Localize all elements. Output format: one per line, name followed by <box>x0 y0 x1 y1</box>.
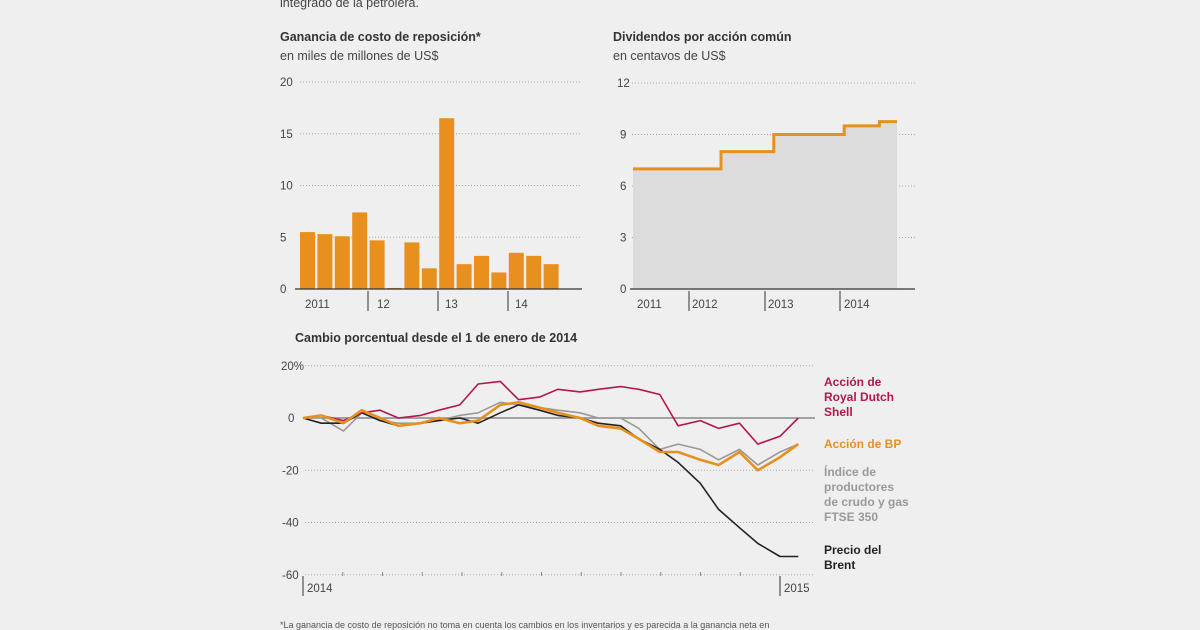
x-tick-label: 2014 <box>844 299 870 311</box>
legend-label: Shell <box>824 405 853 419</box>
bar <box>439 118 455 289</box>
legend-label: Royal Dutch <box>824 390 894 404</box>
y-tick-label: 0 <box>288 413 294 425</box>
y-tick-label: 20 <box>280 77 293 89</box>
y-tick-label: 0 <box>620 284 626 296</box>
bar <box>352 212 368 289</box>
dividend-chart: 0 3 6 9 12 2011 2012 2013 2014 <box>617 78 915 311</box>
bar <box>300 232 315 289</box>
bar-chart: 0 5 10 15 20 2011 12 13 14 <box>280 77 582 311</box>
x-tick-label: 2011 <box>637 299 662 311</box>
dividend-chart-subtitle: en centavos de US$ <box>613 49 726 63</box>
y-tick-label: 10 <box>280 181 293 193</box>
y-tick-label: -60 <box>282 570 299 582</box>
bar <box>543 264 559 289</box>
y-tick-label: 6 <box>620 181 626 193</box>
bar-chart-subtitle: en miles de millones de US$ <box>280 49 438 63</box>
dividend-line <box>633 120 897 171</box>
x-tick-label: 14 <box>515 299 528 311</box>
series-line <box>302 400 800 472</box>
y-tick-label: -40 <box>282 518 299 530</box>
x-tick-label: 12 <box>377 299 390 311</box>
legend-label: FTSE 350 <box>824 510 878 524</box>
legend-label: Acción de BP <box>824 437 901 451</box>
x-tick-label: 2015 <box>784 583 810 595</box>
y-tick-label: 12 <box>617 78 630 90</box>
bar-chart-title: Ganancia de costo de reposición* <box>280 30 481 44</box>
legend-label: productores <box>824 480 894 494</box>
y-tick-label: 3 <box>620 233 626 245</box>
footnote: *La ganancia de costo de reposición no t… <box>280 620 769 630</box>
legend-label: Precio del <box>824 543 881 557</box>
legend-label: de crudo y gas <box>824 495 909 509</box>
dividend-area <box>633 121 897 289</box>
x-tick-label: 2012 <box>692 299 718 311</box>
x-tick-label: 13 <box>445 299 458 311</box>
y-tick-label: 15 <box>280 129 293 141</box>
line-chart-title: Cambio porcentual desde el 1 de enero de… <box>295 331 577 345</box>
bar <box>404 242 420 289</box>
y-tick-label: -20 <box>282 465 299 477</box>
series-line <box>302 380 799 445</box>
y-tick-label: 9 <box>620 130 626 142</box>
bar <box>421 268 437 289</box>
bar <box>474 255 489 289</box>
bar <box>491 272 507 289</box>
legend-label: Índice de <box>824 464 876 479</box>
bar <box>334 236 350 289</box>
legend-label: Acción de <box>824 375 882 389</box>
x-tick-label: 2014 <box>307 583 333 595</box>
bar <box>526 255 542 289</box>
legend-label: Brent <box>824 558 855 572</box>
x-tick-label: 2013 <box>768 299 794 311</box>
y-tick-label: 20% <box>281 361 304 373</box>
bar <box>508 252 524 289</box>
series-line <box>302 404 799 558</box>
dividend-chart-title: Dividendos por acción común <box>613 30 792 44</box>
bar <box>369 240 385 289</box>
header-fragment: integrado de la petrolera. <box>280 0 419 10</box>
bar <box>317 234 333 289</box>
y-tick-label: 5 <box>280 232 286 244</box>
bar <box>456 264 472 289</box>
y-tick-label: 0 <box>280 284 286 296</box>
x-tick-label: 2011 <box>305 299 330 311</box>
